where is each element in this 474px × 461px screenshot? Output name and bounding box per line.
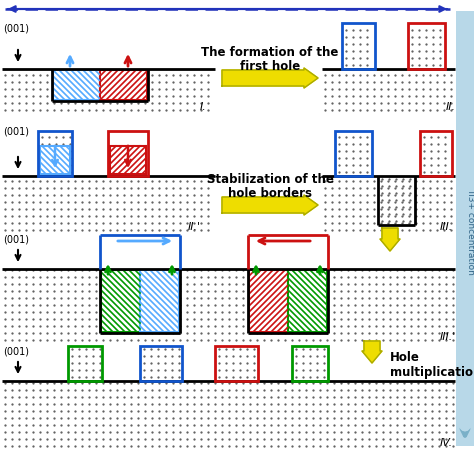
Text: III.: III. xyxy=(440,222,453,232)
Text: I.: I. xyxy=(200,102,207,112)
Bar xyxy=(140,270,179,332)
Bar xyxy=(40,146,70,174)
Text: (001): (001) xyxy=(3,347,29,357)
Text: 'Growth direction: 'Growth direction xyxy=(170,0,286,3)
Bar xyxy=(108,131,148,176)
Bar xyxy=(53,70,100,100)
Bar xyxy=(456,11,474,446)
Text: hole borders: hole borders xyxy=(228,187,312,200)
Text: first hole: first hole xyxy=(240,60,300,73)
Text: IV.: IV. xyxy=(440,438,453,448)
Polygon shape xyxy=(222,68,318,88)
Bar xyxy=(420,131,452,176)
Bar xyxy=(101,270,140,332)
Polygon shape xyxy=(362,341,382,363)
Bar xyxy=(342,23,375,69)
Polygon shape xyxy=(380,228,400,251)
Text: Hole
multiplication: Hole multiplication xyxy=(390,351,474,379)
Text: The formation of the: The formation of the xyxy=(201,46,339,59)
Bar xyxy=(215,346,258,381)
Text: II.': II.' xyxy=(188,222,201,232)
Polygon shape xyxy=(222,195,318,215)
Bar xyxy=(288,270,327,332)
Text: Stabilization of the: Stabilization of the xyxy=(207,173,333,186)
Bar xyxy=(68,346,102,381)
Bar xyxy=(40,146,70,174)
Bar xyxy=(249,270,288,332)
Text: (001): (001) xyxy=(3,24,29,34)
Bar xyxy=(110,146,146,174)
Text: (001): (001) xyxy=(3,127,29,137)
Text: (001): (001) xyxy=(3,234,29,244)
Bar xyxy=(335,131,372,176)
Text: Ti3+ concentration: Ti3+ concentration xyxy=(466,188,474,274)
Bar xyxy=(292,346,328,381)
Bar xyxy=(38,131,72,176)
Bar xyxy=(110,146,146,174)
Bar xyxy=(408,23,445,69)
Bar xyxy=(140,346,182,381)
Bar xyxy=(100,70,147,100)
Text: III.': III.' xyxy=(440,332,456,342)
Text: II.: II. xyxy=(446,102,456,112)
